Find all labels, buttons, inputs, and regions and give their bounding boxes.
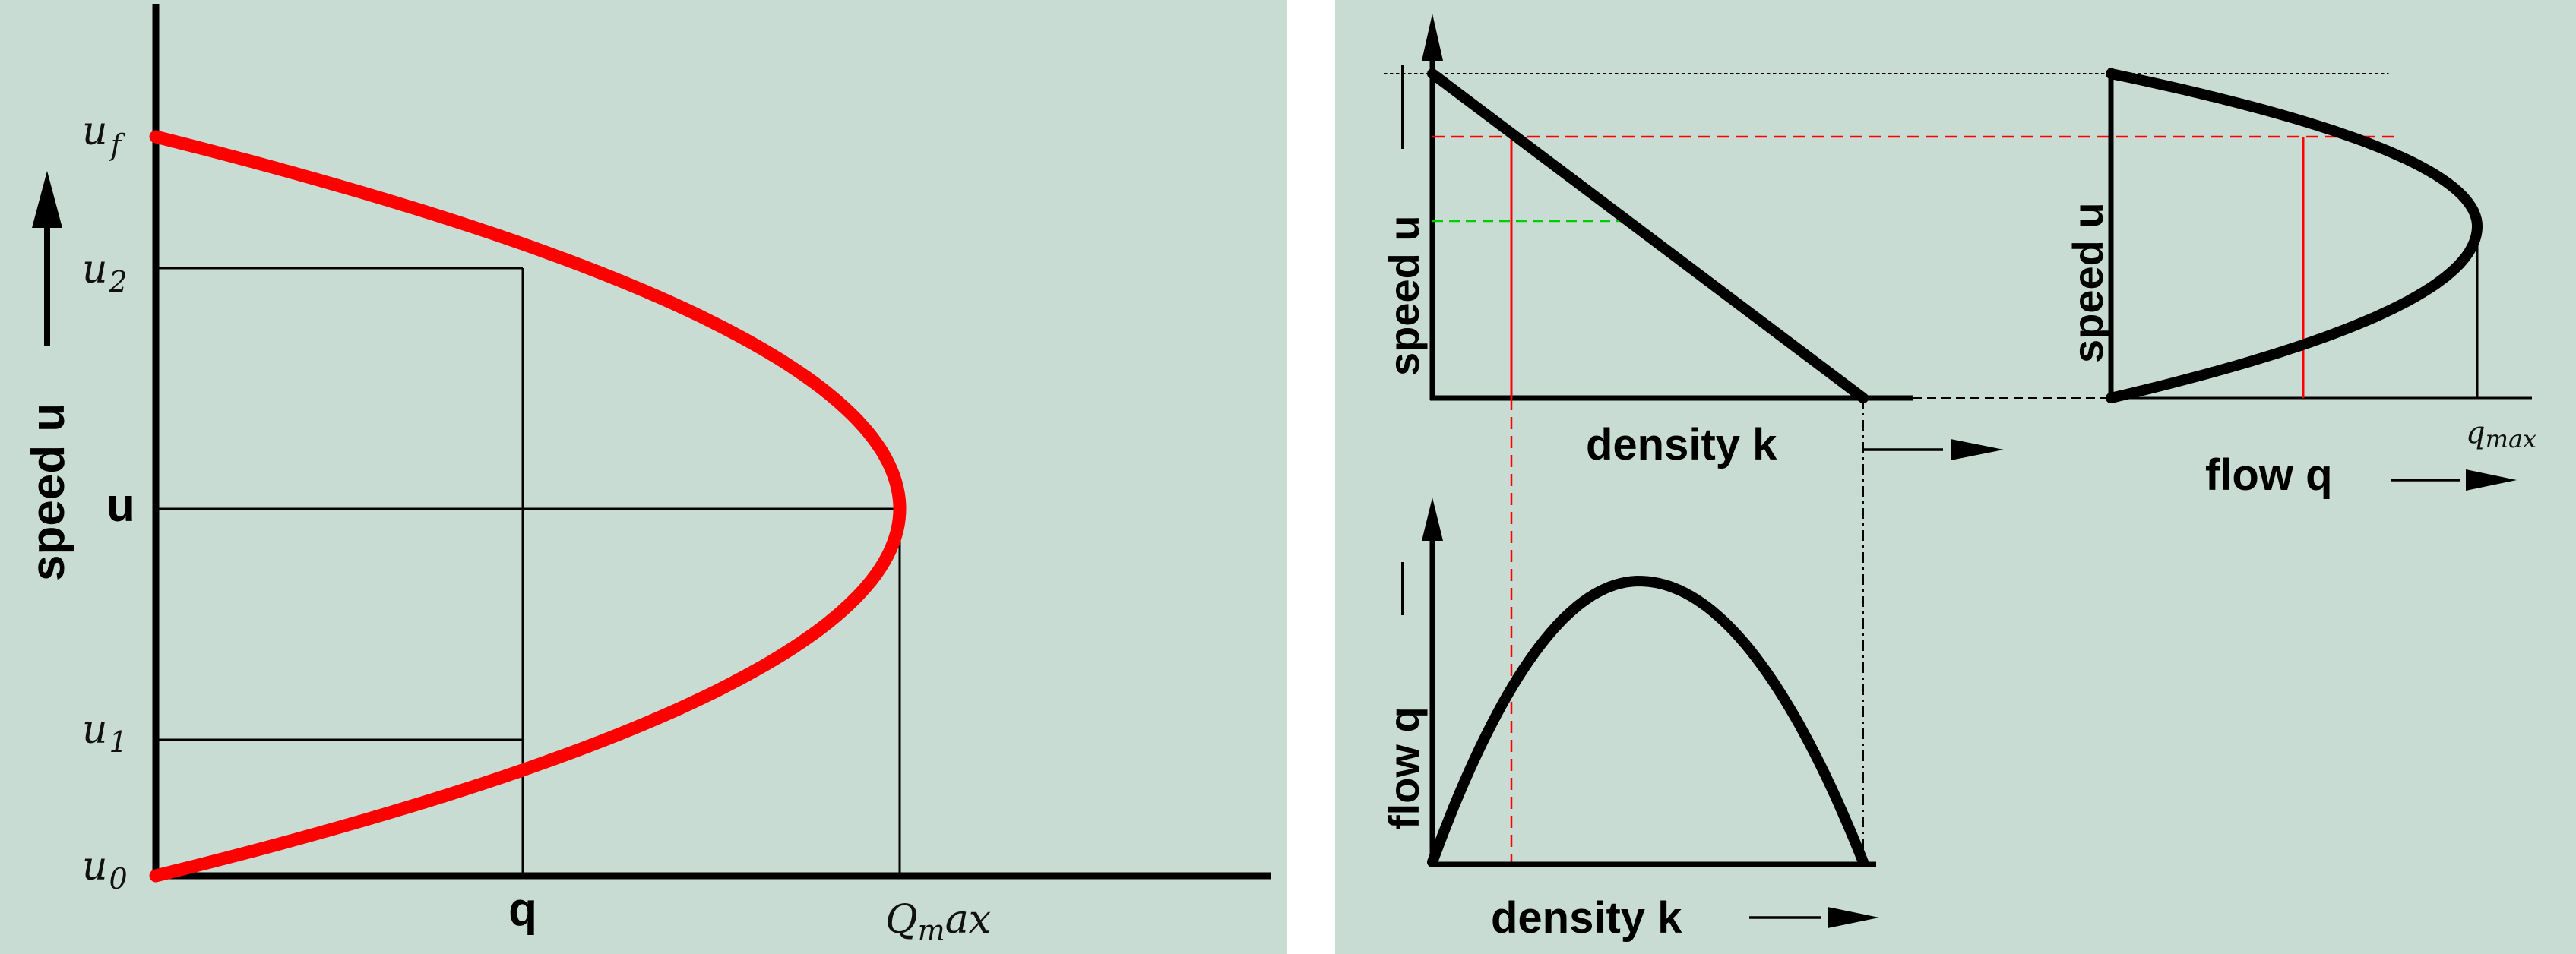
fundamental-diagrams: speed u density k speed u qmax flow q bbox=[1380, 14, 2536, 943]
sd-x-label: density k bbox=[1586, 420, 1777, 469]
tick-label-q: q bbox=[508, 883, 537, 936]
fundamental-diagram-panel: speed u density k speed u qmax flow q bbox=[1335, 0, 2576, 954]
sf-y-label: speed u bbox=[2064, 202, 2112, 363]
tick-label-u0: u0 bbox=[82, 844, 128, 896]
sd-y-axis-arrow-icon bbox=[1422, 14, 1443, 61]
fd-y-axis-arrow-icon bbox=[1422, 498, 1443, 541]
tick-label-qmax: Qmax bbox=[885, 897, 991, 947]
tick-label-u2: u2 bbox=[82, 247, 128, 299]
y-axis-arrow-icon bbox=[32, 171, 62, 228]
tick-label-u: u bbox=[106, 479, 135, 532]
y-axis-label: speed u bbox=[22, 403, 74, 581]
speed-flow-curve bbox=[149, 130, 907, 883]
sf-x-arrow-icon bbox=[2466, 469, 2517, 491]
sf-tick-qmax: qmax bbox=[2466, 415, 2536, 453]
flow-density-plot: flow q density k bbox=[1380, 498, 1879, 943]
tick-label-u1: u1 bbox=[82, 707, 128, 759]
speed-density-line bbox=[1427, 68, 1869, 403]
sf-x-label: flow q bbox=[2205, 450, 2333, 500]
fd-x-label: density k bbox=[1491, 893, 1682, 943]
speed-flow-plot: speed u qmax flow q bbox=[2064, 68, 2536, 500]
sd-y-label: speed u bbox=[1380, 215, 1428, 376]
fd-y-label: flow q bbox=[1380, 706, 1428, 829]
speed-density-plot: speed u density k bbox=[1380, 14, 2394, 864]
fd-x-arrow-icon bbox=[1828, 907, 1879, 928]
sd-x-arrow-icon bbox=[1951, 439, 2004, 460]
flow-density-curve bbox=[1427, 575, 1869, 867]
speed-flow-curve bbox=[2106, 68, 2483, 403]
